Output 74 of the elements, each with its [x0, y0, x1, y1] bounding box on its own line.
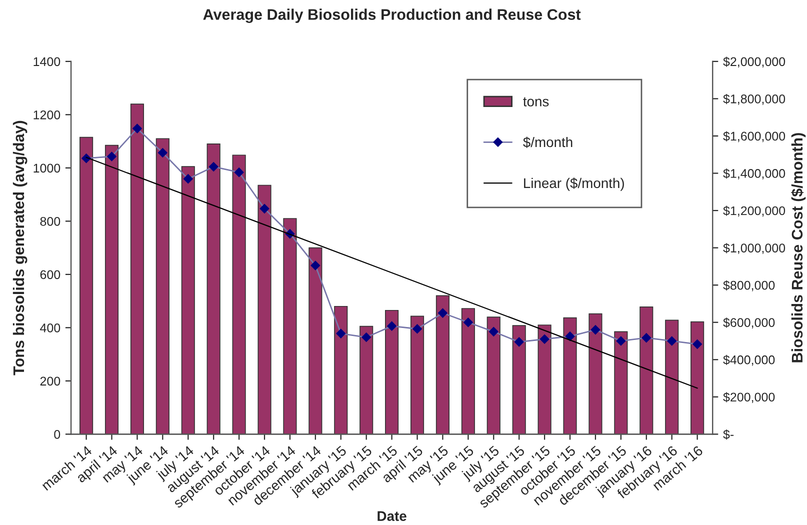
- bar: [640, 306, 654, 434]
- y2-tick-label: $1,400,000: [723, 168, 786, 180]
- point: [540, 334, 550, 344]
- y-tick-label: 0: [54, 430, 60, 439]
- bar: [614, 331, 628, 434]
- y2-axis-title: Biosolids Reuse Cost ($/month): [791, 133, 806, 362]
- bar: [486, 316, 500, 434]
- bar: [334, 306, 348, 434]
- y2-tick-label: $1,000,000: [723, 243, 786, 254]
- point: [514, 337, 524, 347]
- x-axis-title: Date: [378, 511, 406, 521]
- point: [412, 324, 422, 334]
- point: [260, 204, 270, 214]
- point: [489, 327, 498, 336]
- bar: [206, 144, 220, 434]
- y2-tick-label: $1,600,000: [723, 131, 786, 142]
- point: [464, 318, 473, 327]
- point: [184, 174, 193, 184]
- bar: [410, 316, 424, 434]
- point: [667, 336, 676, 346]
- point: [438, 308, 448, 318]
- chart-title: Average Daily Biosolids Production and Reuse Cost: [203, 8, 581, 23]
- bar: [665, 320, 679, 434]
- point: [208, 162, 218, 172]
- y-tick-label: 600: [40, 270, 60, 280]
- bar: [104, 144, 119, 434]
- y2-tick-label: $600,000: [723, 318, 775, 328]
- bar: [588, 313, 602, 434]
- bar: [80, 136, 94, 434]
- bar: [258, 184, 272, 434]
- point: [158, 148, 168, 158]
- bar: [360, 326, 374, 434]
- point: [234, 168, 244, 177]
- bar: [563, 317, 577, 434]
- legend-label: $/month: [523, 136, 572, 148]
- y-axis-title: Tons biosolids generated (avg/day): [12, 120, 28, 376]
- legend-label: Linear ($/month): [524, 178, 624, 191]
- point: [310, 260, 320, 270]
- y2-tick-label: $1,200,000: [723, 206, 786, 217]
- bar: [385, 310, 399, 434]
- point: [642, 333, 652, 342]
- legend-label: tons: [523, 97, 549, 106]
- y2-tick-label: $400,000: [723, 354, 775, 366]
- bar: [436, 295, 450, 434]
- point: [107, 152, 116, 162]
- point: [565, 332, 575, 341]
- bar: [461, 308, 475, 434]
- y2-tick-label: $200,000: [723, 392, 775, 404]
- bar: [308, 247, 322, 434]
- point: [616, 336, 626, 346]
- point: [692, 340, 702, 349]
- y2-tick-label: $-: [723, 429, 734, 440]
- point: [132, 124, 142, 134]
- point: [336, 328, 346, 338]
- bar: [512, 325, 526, 434]
- bar: [538, 324, 552, 434]
- bar: [181, 166, 195, 434]
- bar: [690, 321, 704, 434]
- y2-tick-label: $1,800,000: [723, 94, 786, 105]
- point: [387, 321, 396, 331]
- y-tick-label: 200: [40, 376, 60, 386]
- y-tick-label: 1000: [34, 164, 60, 173]
- y-tick-label: 1200: [34, 110, 60, 120]
- bar: [232, 154, 246, 434]
- bar: [156, 138, 170, 434]
- y-tick-label: 1400: [34, 57, 60, 66]
- bar: [283, 218, 297, 434]
- point: [362, 332, 371, 342]
- y2-tick-label: $800,000: [723, 280, 775, 292]
- y-tick-label: 800: [40, 216, 60, 226]
- bar: [130, 104, 144, 434]
- point: [590, 325, 600, 334]
- y-tick-label: 400: [40, 323, 60, 332]
- y2-tick-label: $2,000,000: [723, 56, 786, 68]
